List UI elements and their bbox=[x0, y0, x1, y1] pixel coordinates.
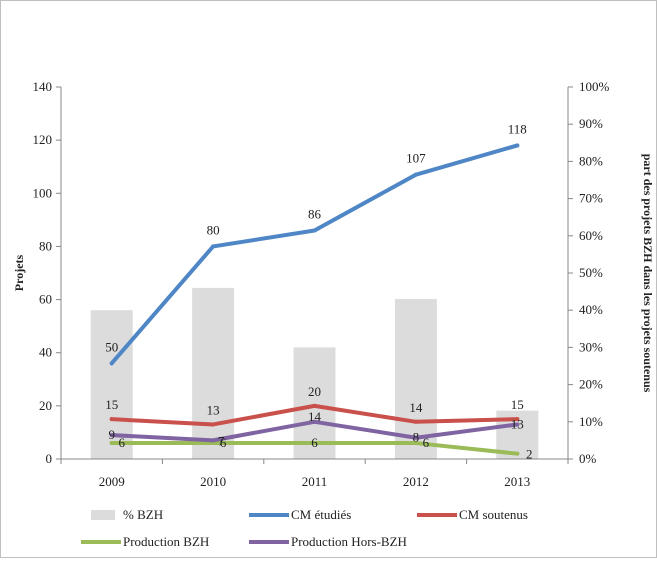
y2-tick-label: 30% bbox=[579, 339, 603, 354]
point-production-hors-bzh bbox=[312, 419, 317, 424]
point-production-bzh bbox=[109, 441, 114, 446]
data-label-cm-soutenus: 15 bbox=[511, 397, 524, 412]
y2-tick-label: 70% bbox=[579, 191, 603, 206]
point-cm-soutenus bbox=[312, 403, 317, 408]
point-cm-soutenus bbox=[515, 417, 520, 422]
point-production-bzh bbox=[515, 451, 520, 456]
data-label-cm-tudi-s: 86 bbox=[308, 206, 322, 221]
bar-2011 bbox=[293, 347, 336, 459]
data-label-cm-tudi-s: 80 bbox=[207, 222, 220, 237]
x-tick-label: 2012 bbox=[403, 474, 429, 489]
data-label-production-bzh: 6 bbox=[311, 435, 318, 450]
point-production-hors-bzh bbox=[109, 433, 114, 438]
y-tick-label: 120 bbox=[33, 132, 53, 147]
x-tick-label: 2013 bbox=[504, 474, 530, 489]
data-label-cm-soutenus: 15 bbox=[105, 397, 118, 412]
y2-tick-label: 50% bbox=[579, 265, 603, 280]
data-label-production-hors-bzh: 8 bbox=[413, 430, 420, 445]
axes-group: 0 20 40 60 80 100 120 140 0% 10% 20% 30% 40% 50% 60% 70… bbox=[33, 79, 610, 489]
y-tick-label: 140 bbox=[33, 79, 53, 94]
point-cm-soutenus bbox=[211, 422, 216, 427]
data-label-cm-tudi-s: 107 bbox=[406, 151, 426, 166]
point-production-hors-bzh bbox=[515, 422, 520, 427]
x-tick-label: 2009 bbox=[99, 474, 125, 489]
line-cm-tudi-s bbox=[109, 143, 520, 366]
point-production-hors-bzh bbox=[413, 435, 418, 440]
point-cm-tudi-s bbox=[211, 244, 216, 249]
y2-tick-label: 60% bbox=[579, 228, 603, 243]
point-production-bzh bbox=[312, 441, 317, 446]
data-label-cm-tudi-s: 118 bbox=[508, 121, 527, 136]
legend-label-cm-soutenus: CM soutenus bbox=[459, 507, 528, 522]
x-tick-label: 2010 bbox=[200, 474, 226, 489]
y2-tick-label: 0% bbox=[579, 451, 597, 466]
legend-label-production-hors-bzh: Production Hors-BZH bbox=[291, 534, 407, 549]
legend-swatch--bzh bbox=[91, 510, 115, 520]
bar-2012 bbox=[394, 299, 437, 459]
y-tick-label: 20 bbox=[39, 398, 52, 413]
y-tick-label: 0 bbox=[46, 451, 53, 466]
point-production-bzh bbox=[413, 441, 418, 446]
y2-tick-label: 100% bbox=[579, 79, 610, 94]
point-cm-tudi-s bbox=[312, 228, 317, 233]
point-cm-tudi-s bbox=[413, 172, 418, 177]
y2-tick-label: 90% bbox=[579, 116, 603, 131]
data-label-cm-soutenus: 14 bbox=[409, 400, 423, 415]
x-tick-label: 2011 bbox=[302, 474, 328, 489]
y2-tick-label: 40% bbox=[579, 302, 603, 317]
data-label-production-hors-bzh: 14 bbox=[308, 409, 322, 424]
line-series-group bbox=[109, 143, 520, 456]
data-labels-group: 50 80 86 107 118 15 13 20 14 15 6 6 6 6 2 9 7 14 8 13 bbox=[105, 121, 532, 461]
y2-tick-label: 10% bbox=[579, 414, 603, 429]
data-label-production-hors-bzh: 9 bbox=[108, 427, 115, 442]
bar-series-group bbox=[90, 287, 539, 459]
legend-label--bzh: % BZH bbox=[123, 507, 163, 522]
y-axis-title: Projets bbox=[12, 254, 26, 291]
legend-label-cm-tudi-s: CM étudiés bbox=[291, 507, 351, 522]
legend: % BZH CM étudiés CM soutenus Production BZH… bbox=[81, 507, 528, 549]
point-production-hors-bzh bbox=[211, 438, 216, 443]
data-label-cm-tudi-s: 50 bbox=[105, 339, 118, 354]
bar-2010 bbox=[192, 287, 235, 459]
y-tick-label: 80 bbox=[39, 238, 52, 253]
data-label-production-bzh: 2 bbox=[526, 447, 533, 462]
y-tick-label: 60 bbox=[39, 292, 52, 307]
y-tick-label: 100 bbox=[33, 185, 53, 200]
data-label-cm-soutenus: 20 bbox=[308, 384, 321, 399]
data-label-production-bzh: 6 bbox=[220, 435, 227, 450]
y2-tick-label: 80% bbox=[579, 153, 603, 168]
point-cm-soutenus bbox=[413, 419, 418, 424]
y-tick-label: 40 bbox=[39, 345, 52, 360]
data-label-production-hors-bzh: 13 bbox=[511, 416, 524, 431]
data-label-production-hors-bzh: 7 bbox=[218, 433, 225, 448]
data-label-production-bzh: 6 bbox=[118, 435, 125, 450]
point-cm-soutenus bbox=[109, 417, 114, 422]
y2-tick-label: 20% bbox=[579, 377, 603, 392]
point-cm-tudi-s bbox=[515, 143, 520, 148]
point-cm-tudi-s bbox=[109, 361, 114, 366]
legend-label-production-bzh: Production BZH bbox=[123, 534, 209, 549]
y2-axis-title: part des projets BZH dans les projets so… bbox=[641, 154, 655, 393]
data-label-production-bzh: 6 bbox=[423, 435, 430, 450]
data-label-cm-soutenus: 13 bbox=[207, 402, 220, 417]
